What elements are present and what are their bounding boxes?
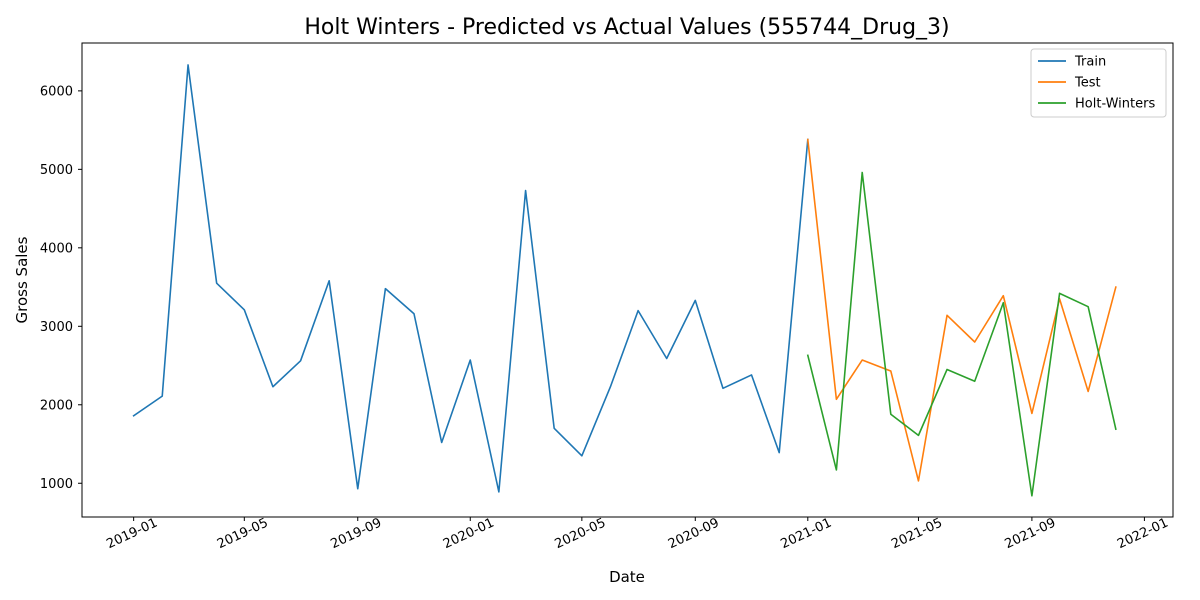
x-axis-label: Date xyxy=(609,568,645,586)
series-line-train xyxy=(132,64,809,493)
legend: Train Test Holt-Winters xyxy=(1030,48,1167,118)
x-tick-label: 2022-01 xyxy=(1115,516,1171,553)
y-tick-label: 1000 xyxy=(40,477,73,492)
x-tick-label: 2020-05 xyxy=(553,516,609,553)
legend-box xyxy=(1030,48,1167,118)
y-axis: 1000 2000 3000 4000 5000 6000 xyxy=(40,84,82,492)
y-tick-label: 5000 xyxy=(40,163,73,178)
x-tick-label: 2019-05 xyxy=(215,516,271,553)
x-tick-label: 2020-09 xyxy=(666,516,722,553)
y-tick-label: 3000 xyxy=(40,320,73,335)
x-tick-label: 2019-09 xyxy=(328,516,384,553)
y-axis-label: Gross Sales xyxy=(13,236,31,323)
y-tick-label: 4000 xyxy=(40,241,73,256)
x-tick-label: 2019-01 xyxy=(104,516,160,553)
legend-label: Holt-Winters xyxy=(1075,97,1155,112)
x-tick-label: 2021-09 xyxy=(1003,516,1059,553)
legend-label: Train xyxy=(1074,55,1106,70)
x-tick-label: 2021-01 xyxy=(779,516,835,553)
x-tick-label: 2021-05 xyxy=(889,516,945,553)
x-axis: 2019-01 2019-05 2019-09 2020-01 2020-05 2020-… xyxy=(104,516,1170,553)
legend-items: Train Test Holt-Winters xyxy=(1038,55,1155,112)
y-tick-label: 6000 xyxy=(40,84,73,99)
plot-frame xyxy=(81,42,1174,518)
y-tick-label: 2000 xyxy=(40,398,73,413)
series-line-test xyxy=(806,138,1117,482)
x-tick-label: 2020-01 xyxy=(441,516,497,553)
series-line-holt-winters xyxy=(806,171,1117,497)
legend-label: Test xyxy=(1074,76,1101,91)
series-layer xyxy=(132,64,1117,497)
chart-title: Holt Winters - Predicted vs Actual Value… xyxy=(304,15,949,40)
